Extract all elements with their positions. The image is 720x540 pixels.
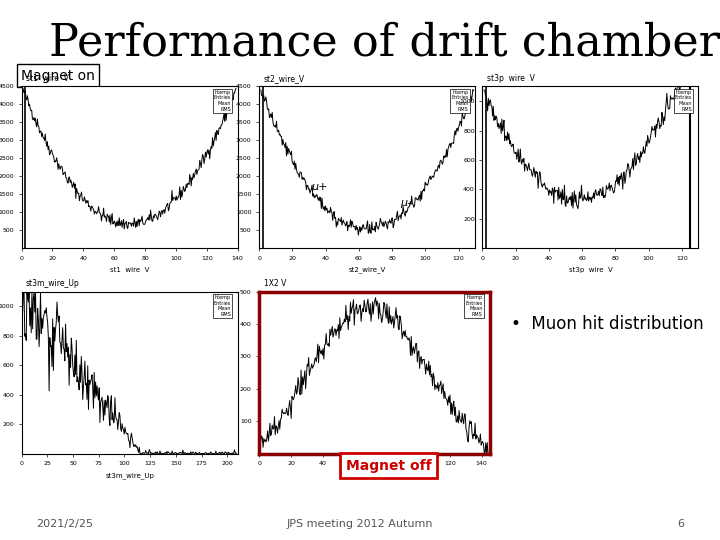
Text: htemp
Entries
Mean
RMS: htemp Entries Mean RMS bbox=[465, 295, 482, 317]
X-axis label: Wire #: Wire # bbox=[362, 472, 387, 478]
Text: μ-: μ- bbox=[400, 198, 412, 208]
Text: JPS meeting 2012 Autumn: JPS meeting 2012 Autumn bbox=[287, 519, 433, 529]
Text: st3p  wire  V: st3p wire V bbox=[487, 74, 534, 83]
Text: Magnet off: Magnet off bbox=[346, 459, 431, 472]
Text: htemp
Entries
Mean
RMS: htemp Entries Mean RMS bbox=[214, 295, 231, 317]
Text: htemp
Entries
Mean
RMS: htemp Entries Mean RMS bbox=[675, 90, 692, 112]
X-axis label: st3m_wire_Up: st3m_wire_Up bbox=[105, 472, 154, 478]
Text: 1X2 V: 1X2 V bbox=[264, 279, 286, 288]
Text: htemp
Entries
Mean
RMS: htemp Entries Mean RMS bbox=[451, 90, 469, 112]
X-axis label: st3p  wire  V: st3p wire V bbox=[569, 267, 612, 273]
X-axis label: st1  wire  V: st1 wire V bbox=[110, 267, 149, 273]
X-axis label: st2_wire_V: st2_wire_V bbox=[348, 267, 386, 273]
Text: Magnet on: Magnet on bbox=[21, 69, 95, 83]
Text: st3m_wire_Up: st3m_wire_Up bbox=[26, 279, 80, 288]
Text: 2021/2/25: 2021/2/25 bbox=[36, 519, 93, 529]
Text: 6: 6 bbox=[677, 519, 684, 529]
Text: htemp
Entries
Mean
RMS: htemp Entries Mean RMS bbox=[214, 90, 231, 112]
Text: μ+: μ+ bbox=[312, 182, 328, 192]
Text: st2_wire_V: st2_wire_V bbox=[264, 74, 305, 83]
Text: Performance of drift chambers: Performance of drift chambers bbox=[49, 22, 720, 65]
Text: •  Muon hit distribution: • Muon hit distribution bbox=[511, 315, 704, 333]
Text: st1  wire  V: st1 wire V bbox=[26, 74, 69, 83]
